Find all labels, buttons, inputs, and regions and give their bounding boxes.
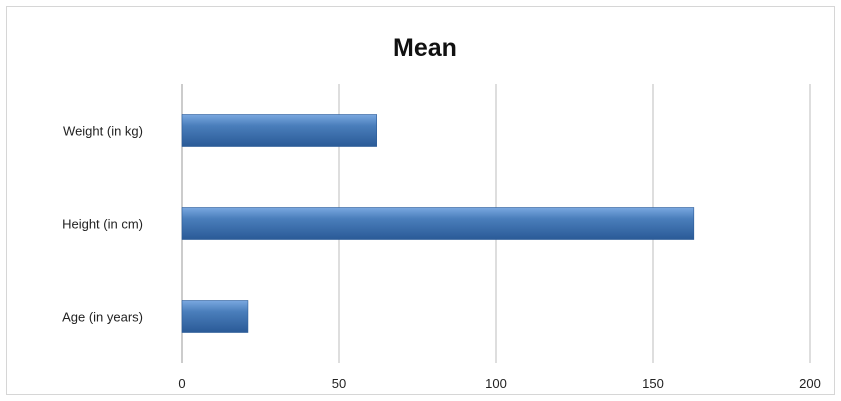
bar [181,300,249,333]
category-labels: Weight (in kg) Height (in cm) Age (in year… [62,124,143,325]
category-label: Age (in years) [62,310,143,325]
x-tick-label: 100 [485,376,507,391]
x-tick-label: 200 [799,376,821,391]
x-tick-label: 50 [332,376,346,391]
x-tick-label: 0 [178,376,185,391]
chart-title: Mean [393,34,457,62]
category-label: Height (in cm) [62,217,143,232]
bars [181,114,695,333]
bar [181,114,377,147]
chart-frame [6,6,835,395]
category-label: Weight (in kg) [63,124,143,139]
bar [181,207,695,240]
x-tick-label: 150 [642,376,664,391]
tick-labels: 0 50 100 150 200 [178,376,820,391]
